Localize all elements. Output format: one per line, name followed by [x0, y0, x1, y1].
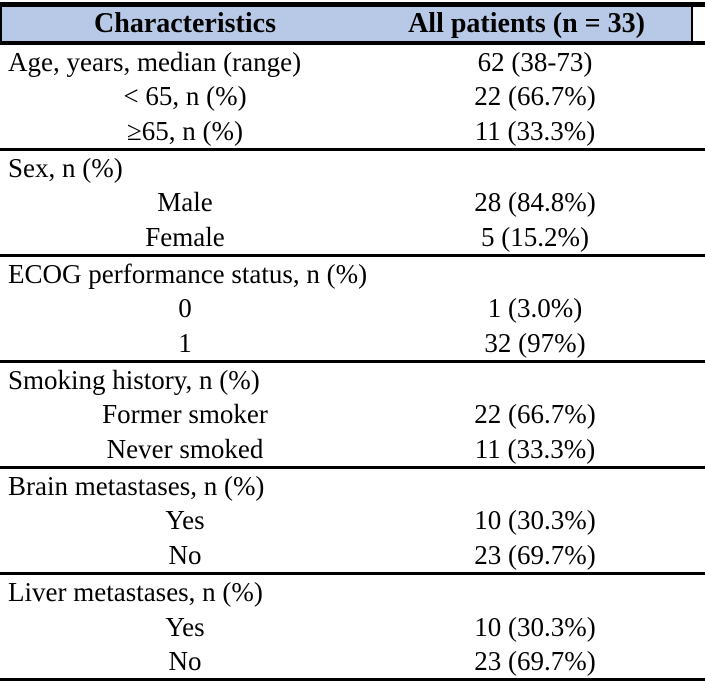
header-all-patients: All patients (n = 33) [408, 8, 645, 39]
table-row: Brain metastases, n (%) [0, 469, 705, 503]
table-section: Age, years, median (range) 62 (38-73) < 65… [0, 45, 705, 148]
row-label: Liver metastases, n (%) [8, 577, 263, 608]
table-header-box: Characteristics All patients (n = 33) [0, 7, 693, 41]
row-label: Smoking history, n (%) [8, 365, 260, 396]
table-row: 1 32 (97%) [0, 326, 705, 360]
table-row: No 23 (69.7%) [0, 538, 705, 572]
row-value: 23 (69.7%) [474, 645, 596, 676]
row-value: 62 (38-73) [477, 47, 593, 77]
table-section: Liver metastases, n (%) Yes 10 (30.3%) No 23… [0, 572, 705, 678]
table-row: Female 5 (15.2%) [0, 220, 705, 254]
row-label: Yes [165, 611, 205, 642]
table-row: ≥65, n (%) 11 (33.3%) [0, 114, 705, 148]
row-label: 1 [178, 327, 192, 358]
row-value: 32 (97%) [484, 327, 586, 358]
row-value: 28 (84.8%) [474, 187, 596, 218]
table-row: ECOG performance status, n (%) [0, 257, 705, 291]
row-value: 1 (3.0%) [487, 293, 583, 324]
row-label: Age, years, median (range) [8, 47, 302, 77]
row-label: Yes [165, 505, 205, 536]
table-body: Age, years, median (range) 62 (38-73) < 65… [0, 45, 705, 678]
table-row: 0 1 (3.0%) [0, 291, 705, 325]
table-section: Smoking history, n (%) Former smoker 22 (6… [0, 360, 705, 466]
table-section: ECOG performance status, n (%) 0 1 (3.0%) 1… [0, 254, 705, 360]
table-row: Yes 10 (30.3%) [0, 610, 705, 644]
row-value: 22 (66.7%) [474, 399, 596, 430]
table-row: Sex, n (%) [0, 151, 705, 185]
table-row: Former smoker 22 (66.7%) [0, 397, 705, 431]
table-row: Age, years, median (range) 62 (38-73) [0, 45, 705, 79]
row-value: 11 (33.3%) [474, 433, 596, 464]
table-row: No 23 (69.7%) [0, 644, 705, 678]
table-bottom-rule [0, 678, 705, 682]
row-value: 23 (69.7%) [474, 539, 596, 570]
table-row: Male 28 (84.8%) [0, 185, 705, 219]
row-value: 10 (30.3%) [474, 611, 596, 642]
row-label: 0 [178, 293, 192, 324]
table-row: Yes 10 (30.3%) [0, 503, 705, 537]
row-label: < 65, n (%) [123, 81, 247, 112]
row-value: 10 (30.3%) [474, 505, 596, 536]
row-value: 5 (15.2%) [481, 221, 589, 252]
row-value: 22 (66.7%) [474, 81, 596, 112]
row-label: Sex, n (%) [8, 153, 123, 184]
header-right-gap [693, 7, 705, 41]
row-label: Male [157, 187, 213, 218]
table-section: Sex, n (%) Male 28 (84.8%) Female 5 (15.2%) [0, 148, 705, 254]
row-label: ≥65, n (%) [126, 115, 244, 146]
patient-characteristics-table: Characteristics All patients (n = 33) Ag… [0, 2, 705, 682]
row-label: ECOG performance status, n (%) [8, 259, 368, 290]
table-row: Liver metastases, n (%) [0, 575, 705, 609]
row-label: No [168, 645, 202, 676]
table-row: Never smoked 11 (33.3%) [0, 432, 705, 466]
table-row: Smoking history, n (%) [0, 363, 705, 397]
row-label: No [168, 539, 202, 570]
row-label: Never smoked [106, 433, 264, 464]
header-characteristics: Characteristics [94, 8, 276, 39]
row-value: 11 (33.3%) [474, 115, 596, 146]
row-label: Brain metastases, n (%) [8, 471, 265, 502]
table-section: Brain metastases, n (%) Yes 10 (30.3%) No 23… [0, 466, 705, 572]
table-header-row: Characteristics All patients (n = 33) [0, 2, 705, 45]
row-label: Former smoker [102, 399, 268, 430]
row-label: Female [145, 221, 225, 252]
table-row: < 65, n (%) 22 (66.7%) [0, 79, 705, 113]
